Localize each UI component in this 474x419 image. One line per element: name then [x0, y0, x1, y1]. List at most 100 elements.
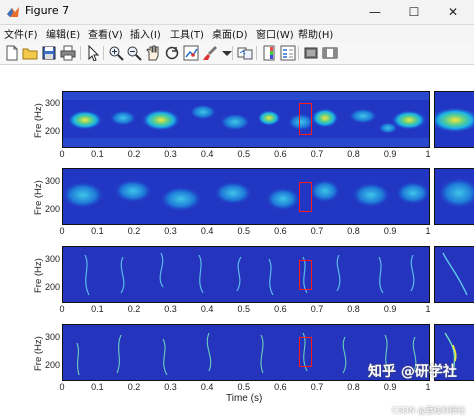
y-tick-200: 200: [45, 204, 61, 214]
close-button[interactable]: ✕: [447, 5, 459, 19]
menu-insert[interactable]: 插入(I): [130, 30, 161, 41]
x-tick-label: 0.5: [237, 382, 251, 392]
x-tick-label: 0.3: [164, 226, 177, 236]
menu-file[interactable]: 文件(F): [4, 30, 38, 41]
x-tick-label: 0.8: [347, 304, 360, 314]
menu-desktop[interactable]: 桌面(D): [212, 30, 248, 41]
x-tick-label: 0.5: [237, 304, 251, 314]
x-tick-label: 0.8: [347, 382, 360, 392]
maximize-button[interactable]: ☐: [408, 5, 420, 19]
x-tick-label: 0.9: [383, 382, 397, 392]
x-tick-label: 0.9: [383, 304, 397, 314]
x-tick-label: 0.6: [274, 382, 287, 392]
y-tick-300: 300: [45, 254, 61, 264]
figure-canvas: Fre (Hz) Fre (Hz) Fre (Hz) Fre (Hz) 300 …: [0, 65, 474, 419]
toolbar-separator: [103, 46, 104, 60]
window-title: Figure 7: [25, 4, 70, 17]
y-tick-200: 200: [45, 126, 61, 136]
save-icon[interactable]: [41, 45, 57, 61]
x-tick-label: 1: [425, 304, 431, 314]
spectrogram-axes-3[interactable]: [62, 246, 430, 303]
x-tick-label: 0.8: [347, 226, 360, 236]
insert-colorbar-icon[interactable]: [261, 45, 277, 61]
x-tick-label: 0.1: [91, 382, 104, 392]
show-plot-tools-icon[interactable]: [322, 45, 338, 61]
x-tick-label: 0.6: [274, 226, 287, 236]
menu-bar: 文件(F) 编辑(E) 查看(V) 插入(I) 工具(T) 桌面(D) 窗口(W…: [0, 25, 474, 42]
highlight-box-2: [299, 182, 312, 212]
brush-dropdown-icon[interactable]: [219, 45, 235, 61]
y-axis-label-1: Fre (Hz): [33, 103, 44, 138]
menu-view[interactable]: 查看(V): [88, 30, 123, 41]
y-axis-label-2: Fre (Hz): [33, 180, 44, 215]
side-slice-3: [434, 246, 474, 303]
x-tick-label: 1: [425, 149, 431, 159]
new-figure-icon[interactable]: [4, 45, 20, 61]
x-tick-label: 0.4: [200, 382, 214, 392]
zoom-in-icon[interactable]: [108, 45, 124, 61]
watermark-sub: CSDN @荔枝科研社: [392, 406, 466, 415]
x-tick-label: 0.2: [127, 382, 141, 392]
side-slice-2: [434, 168, 474, 225]
y-tick-300: 300: [45, 332, 61, 342]
y-tick-300: 300: [45, 98, 61, 108]
x-tick-label: 0.1: [91, 226, 104, 236]
menu-window[interactable]: 窗口(W): [256, 30, 294, 41]
x-tick-label: 0.7: [310, 304, 324, 314]
x-tick-label: 0.5: [237, 226, 251, 236]
rotate-3d-icon[interactable]: [164, 45, 180, 61]
x-axis-label: Time (s): [226, 393, 263, 404]
spectrogram-axes-4[interactable]: [62, 324, 430, 381]
x-tick-label: 0.8: [347, 149, 360, 159]
side-slice-4: [434, 324, 474, 381]
link-plot-icon[interactable]: [237, 45, 253, 61]
zoom-out-icon[interactable]: [126, 45, 142, 61]
menu-tools[interactable]: 工具(T): [170, 30, 204, 41]
highlight-box-4: [299, 337, 312, 367]
x-tick-label: 0.4: [200, 149, 214, 159]
open-file-icon[interactable]: [22, 45, 38, 61]
x-tick-label: 0.2: [127, 304, 141, 314]
x-tick-label: 0.7: [310, 149, 324, 159]
minimize-button[interactable]: —: [369, 5, 381, 19]
x-tick-label: 0: [59, 304, 65, 314]
hide-plot-tools-icon[interactable]: [303, 45, 319, 61]
menu-help[interactable]: 帮助(H): [298, 30, 334, 41]
x-tick-label: 0.4: [200, 304, 214, 314]
toolbar: [0, 42, 474, 65]
side-slice-1: [434, 91, 474, 148]
insert-legend-icon[interactable]: [280, 45, 296, 61]
brush-icon[interactable]: [202, 45, 218, 61]
x-tick-label: 0.1: [91, 304, 104, 314]
data-cursor-icon[interactable]: [183, 45, 199, 61]
x-tick-label: 0.3: [164, 304, 177, 314]
x-tick-label: 0: [59, 382, 65, 392]
x-tick-label: 0: [59, 149, 65, 159]
x-tick-label: 0.1: [91, 149, 104, 159]
toolbar-separator: [80, 46, 81, 60]
x-tick-label: 0.3: [164, 149, 177, 159]
y-axis-label-4: Fre (Hz): [33, 336, 44, 371]
x-tick-label: 0.6: [274, 304, 287, 314]
x-tick-label: 0.7: [310, 382, 324, 392]
spectrogram-axes-2[interactable]: [62, 168, 430, 225]
watermark-main: 知乎 @研学社: [368, 364, 457, 380]
x-tick-label: 0.2: [127, 226, 141, 236]
x-tick-label: 1: [425, 382, 431, 392]
print-icon[interactable]: [60, 45, 76, 61]
toolbar-separator: [298, 46, 299, 60]
pointer-icon[interactable]: [85, 45, 101, 61]
x-tick-label: 0.2: [127, 149, 141, 159]
x-tick-label: 1: [425, 226, 431, 236]
highlight-box-3: [299, 260, 312, 290]
menu-edit[interactable]: 编辑(E): [46, 30, 81, 41]
spectrogram-axes-1[interactable]: [62, 91, 430, 148]
y-axis-label-3: Fre (Hz): [33, 258, 44, 293]
pan-icon[interactable]: [145, 45, 161, 61]
x-tick-label: 0.9: [383, 149, 397, 159]
y-tick-300: 300: [45, 176, 61, 186]
x-tick-label: 0.6: [274, 149, 287, 159]
x-tick-label: 0.9: [383, 226, 397, 236]
y-tick-200: 200: [45, 282, 61, 292]
matlab-figure-icon: [7, 7, 19, 17]
